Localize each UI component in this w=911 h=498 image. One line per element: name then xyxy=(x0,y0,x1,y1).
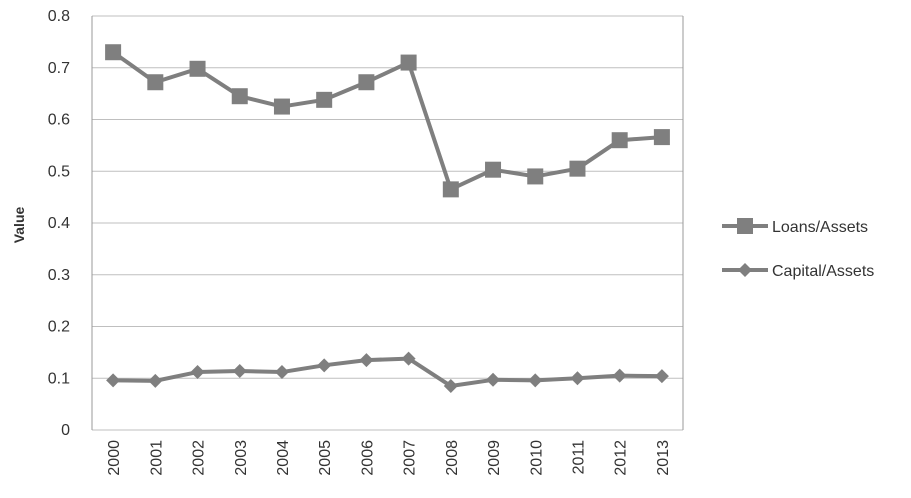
legend-label: Capital/Assets xyxy=(772,263,874,280)
y-axis-title: Value xyxy=(11,207,27,244)
y-axis-tick-labels: 0 0.1 0.2 0.3 0.4 0.5 0.6 0.7 0.8 xyxy=(48,8,70,439)
x-tick-label: 2003 xyxy=(233,440,250,476)
x-tick-label: 2000 xyxy=(106,440,123,476)
y-tick-label: 0.7 xyxy=(48,60,70,77)
y-tick-label: 0.5 xyxy=(48,163,70,180)
legend-item: Loans/Assets xyxy=(722,218,868,236)
x-tick-label: 2012 xyxy=(613,440,630,476)
y-tick-label: 0.8 xyxy=(48,8,70,25)
data-point-square xyxy=(442,181,459,198)
gridlines xyxy=(91,15,684,431)
data-point-square xyxy=(569,160,586,177)
data-point-diamond xyxy=(654,369,669,384)
y-tick-label: 0.4 xyxy=(48,215,70,232)
x-tick-label: 2010 xyxy=(528,440,545,476)
data-point-diamond xyxy=(612,368,627,383)
y-tick-label: 0.2 xyxy=(48,319,70,336)
x-tick-label: 2007 xyxy=(402,440,419,476)
y-tick-label: 0.3 xyxy=(48,267,70,284)
x-tick-label: 2006 xyxy=(359,440,376,476)
x-tick-label: 2011 xyxy=(570,440,587,475)
x-tick-label: 2008 xyxy=(444,440,461,476)
data-point-square xyxy=(189,60,206,77)
y-tick-label: 0.1 xyxy=(48,370,70,387)
data-point-diamond xyxy=(232,364,247,379)
data-point-diamond xyxy=(486,372,501,387)
data-point-square xyxy=(400,54,417,71)
data-point-diamond xyxy=(528,373,543,388)
x-tick-label: 2001 xyxy=(148,440,165,476)
x-tick-label: 2005 xyxy=(317,440,334,476)
data-point-square xyxy=(273,98,290,115)
data-point-square xyxy=(653,129,670,146)
data-point-square xyxy=(147,74,164,91)
data-point-square xyxy=(105,44,122,61)
x-axis-tick-labels: 2000 2001 2002 2003 2004 2005 2006 2007 2008 2009… xyxy=(106,440,672,476)
legend-marker-diamond xyxy=(738,263,752,277)
data-point-square xyxy=(611,132,628,149)
data-point-square xyxy=(231,88,248,105)
x-tick-label: 2004 xyxy=(275,440,292,476)
series-loans-assets xyxy=(105,44,670,198)
data-point-diamond xyxy=(359,353,374,368)
data-point-diamond xyxy=(401,351,416,366)
data-point-diamond xyxy=(274,365,289,380)
data-point-diamond xyxy=(148,373,163,388)
legend: Loans/Assets Capital/Assets xyxy=(722,218,874,280)
data-point-square xyxy=(485,161,502,178)
data-point-square xyxy=(527,168,544,185)
data-point-diamond xyxy=(190,365,205,380)
data-point-square xyxy=(316,91,333,108)
legend-marker-square xyxy=(737,218,753,234)
x-tick-label: 2002 xyxy=(191,440,208,476)
x-tick-label: 2009 xyxy=(486,440,503,476)
series-capital-assets xyxy=(106,351,669,394)
y-tick-label: 0 xyxy=(61,422,70,439)
data-point-diamond xyxy=(570,371,585,386)
data-point-diamond xyxy=(106,373,121,388)
series-lines xyxy=(105,44,670,394)
data-point-diamond xyxy=(317,358,332,373)
legend-item: Capital/Assets xyxy=(722,263,874,280)
y-tick-label: 0.6 xyxy=(48,112,70,129)
data-point-square xyxy=(358,74,375,91)
x-tick-label: 2013 xyxy=(655,440,672,476)
legend-label: Loans/Assets xyxy=(772,219,868,236)
data-point-diamond xyxy=(443,379,458,394)
series-line xyxy=(113,356,662,389)
